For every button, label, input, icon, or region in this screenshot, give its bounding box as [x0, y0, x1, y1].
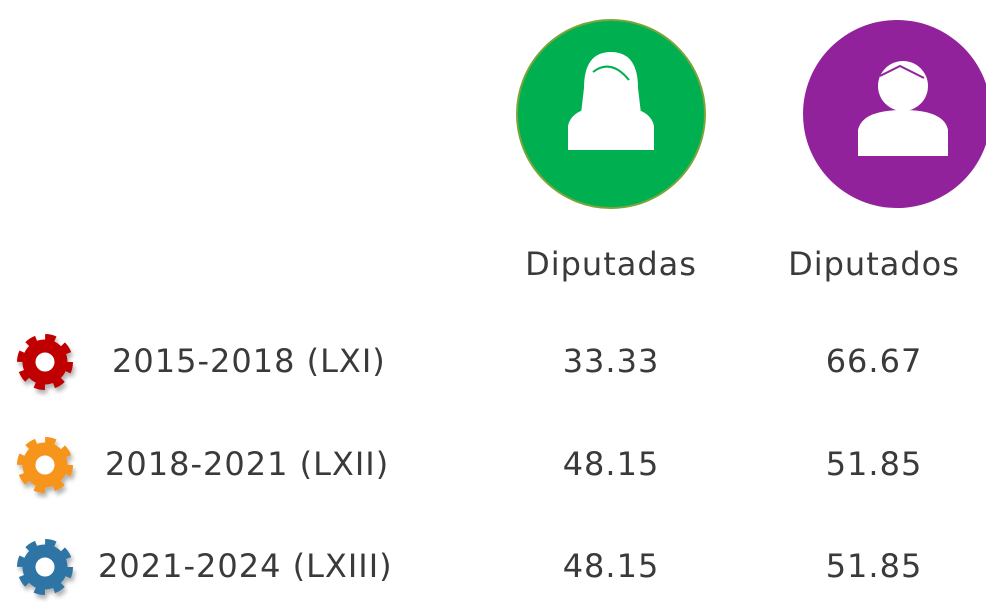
gear-icon [23, 443, 67, 487]
row-label: 2015-2018 (LXI) [112, 342, 386, 380]
cell-value: 51.85 [826, 445, 923, 483]
column-header: Diputados [788, 245, 960, 283]
rows: 2015-2018 (LXI) 33.33 66.67 2018-2021 (LXII… [98, 342, 923, 585]
cell-value: 33.33 [563, 342, 660, 380]
cell-value: 48.15 [563, 547, 660, 585]
gear-icon [23, 545, 67, 589]
gear-icon [23, 340, 67, 384]
female-icon [516, 19, 706, 209]
cell-value: 48.15 [563, 445, 660, 483]
cell-value: 66.67 [826, 342, 923, 380]
column-header: Diputadas [525, 245, 697, 283]
row-label: 2021-2024 (LXIII) [98, 547, 393, 585]
male-icon [803, 20, 986, 208]
cell-value: 51.85 [826, 547, 923, 585]
row-label: 2018-2021 (LXII) [105, 445, 389, 483]
